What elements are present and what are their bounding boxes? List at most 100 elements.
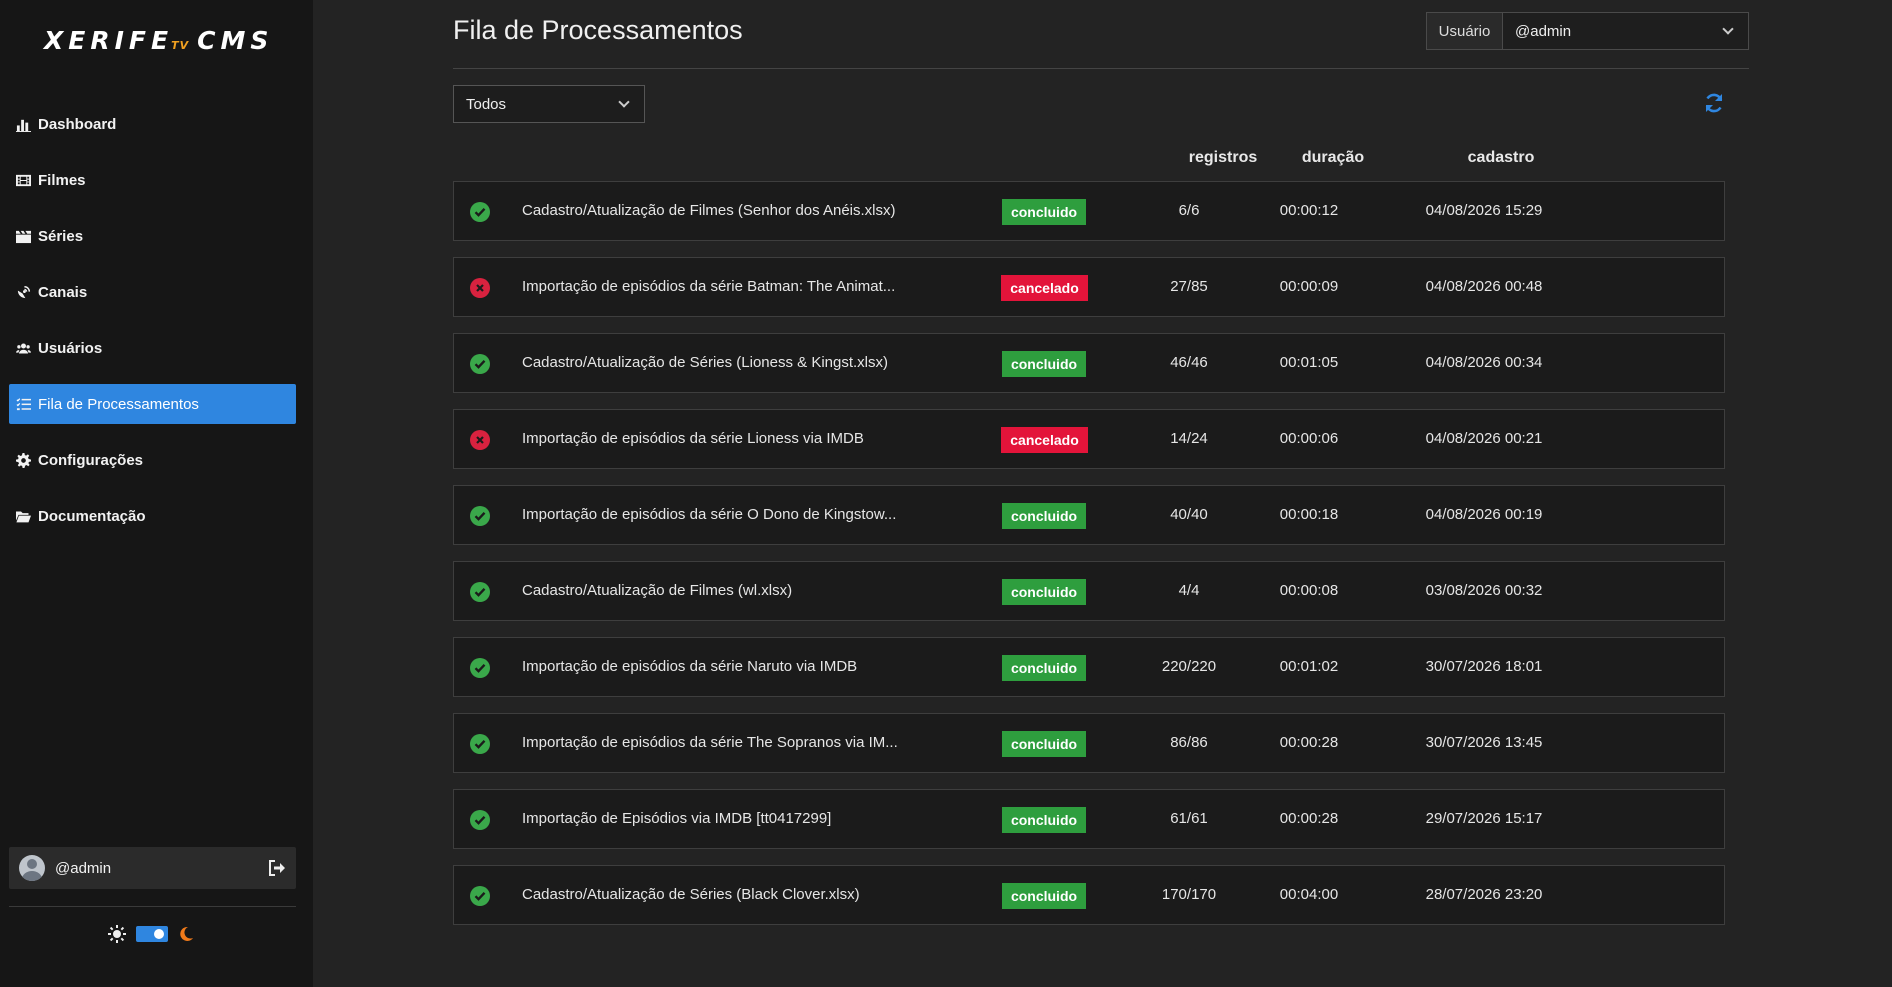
process-queue-list: Cadastro/Atualização de Filmes (Senhor d… (453, 181, 1725, 941)
check-circle-icon (470, 582, 490, 602)
created-at: 04/08/2026 00:19 (1425, 506, 1543, 523)
logo-cms: CMS (197, 26, 274, 55)
sidebar-item-label: Canais (38, 283, 88, 301)
records-count: 86/86 (1170, 734, 1208, 751)
sidebar: XERIFE TV CMS Dashboard Filmes Séries (0, 0, 313, 987)
check-circle-icon (470, 734, 490, 754)
sidebar-item-filmes[interactable]: Filmes (9, 160, 296, 200)
created-at: 04/08/2026 00:48 (1425, 278, 1543, 295)
process-description: Importação de episódios da série Lioness… (522, 430, 864, 447)
sidebar-item-dashboard[interactable]: Dashboard (9, 104, 296, 144)
table-row[interactable]: Cadastro/Atualização de Filmes (Senhor d… (453, 181, 1725, 241)
table-row[interactable]: Importação de episódios da série Lioness… (453, 409, 1725, 469)
status-badge: cancelado (1001, 427, 1088, 453)
sidebar-item-fila-de-processamentos[interactable]: Fila de Processamentos (9, 384, 296, 424)
check-circle-icon (470, 810, 490, 830)
records-count: 6/6 (1178, 202, 1200, 219)
duration: 00:01:02 (1279, 658, 1339, 675)
created-at: 04/08/2026 00:21 (1425, 430, 1543, 447)
user-filter-dropdown[interactable]: @admin (1503, 13, 1748, 49)
process-description: Importação de episódios da série Batman:… (522, 278, 896, 295)
chart-bar-icon (16, 117, 38, 132)
status-badge: concluido (1002, 655, 1086, 681)
table-row[interactable]: Cadastro/Atualização de Filmes (wl.xlsx)… (453, 561, 1725, 621)
table-row[interactable]: Cadastro/Atualização de Séries (Black Cl… (453, 865, 1725, 925)
duration: 00:00:18 (1279, 506, 1339, 523)
records-count: 61/61 (1170, 810, 1208, 827)
check-circle-icon (470, 354, 490, 374)
status-filter-select[interactable]: Todos (453, 85, 645, 123)
chevron-down-icon (618, 96, 630, 108)
sidebar-item-documentacao[interactable]: Documentação (9, 496, 296, 536)
duration: 00:00:28 (1279, 734, 1339, 751)
check-circle-icon (470, 658, 490, 678)
page-title: Fila de Processamentos (453, 15, 743, 45)
status-badge: concluido (1002, 731, 1086, 757)
gear-icon (16, 452, 38, 468)
folder-open-icon (16, 509, 38, 524)
theme-toggle[interactable] (136, 926, 168, 942)
clapperboard-icon (16, 229, 38, 244)
logo-main: XERIFE (44, 26, 174, 55)
records-count: 40/40 (1170, 506, 1208, 523)
process-description: Importação de episódios da série O Dono … (522, 506, 897, 523)
column-header-cadastro: cadastro (1467, 149, 1535, 166)
process-description: Cadastro/Atualização de Filmes (wl.xlsx) (522, 582, 793, 599)
table-row[interactable]: Cadastro/Atualização de Séries (Lioness … (453, 333, 1725, 393)
check-circle-icon (470, 202, 490, 222)
sidebar-item-series[interactable]: Séries (9, 216, 296, 256)
column-header-registros: registros (1188, 149, 1258, 166)
created-at: 28/07/2026 23:20 (1425, 886, 1543, 903)
created-at: 30/07/2026 13:45 (1425, 734, 1543, 751)
sidebar-item-label: Séries (38, 227, 84, 245)
satellite-dish-icon (16, 285, 38, 300)
avatar[interactable] (19, 855, 45, 881)
sidebar-item-label: Configurações (38, 451, 144, 469)
status-badge: concluido (1002, 199, 1086, 225)
duration: 00:04:00 (1279, 886, 1339, 903)
process-description: Importação de episódios da série Naruto … (522, 658, 858, 675)
table-row[interactable]: Importação de episódios da série O Dono … (453, 485, 1725, 545)
status-badge: concluido (1002, 807, 1086, 833)
records-count: 14/24 (1170, 430, 1208, 447)
header-divider (453, 68, 1749, 69)
created-at: 29/07/2026 15:17 (1425, 810, 1543, 827)
table-row[interactable]: Importação de Episódios via IMDB [tt0417… (453, 789, 1725, 849)
table-row[interactable]: Importação de episódios da série The Sop… (453, 713, 1725, 773)
refresh-icon[interactable] (1703, 92, 1725, 114)
app-logo[interactable]: XERIFE TV CMS (44, 26, 273, 56)
column-header-duracao: duração (1301, 149, 1365, 166)
logout-icon[interactable] (268, 859, 286, 877)
sidebar-divider (9, 906, 296, 907)
sidebar-item-usuarios[interactable]: Usuários (9, 328, 296, 368)
duration: 00:00:06 (1279, 430, 1339, 447)
moon-icon (180, 926, 193, 941)
users-icon (16, 341, 38, 356)
sidebar-item-label: Filmes (38, 171, 86, 189)
sidebar-user-box: @admin (9, 847, 296, 889)
tasks-icon (16, 397, 38, 412)
created-at: 04/08/2026 00:34 (1425, 354, 1543, 371)
check-circle-icon (470, 506, 490, 526)
duration: 00:01:05 (1279, 354, 1339, 371)
sidebar-item-label: Usuários (38, 339, 103, 357)
sidebar-nav: Dashboard Filmes Séries Canais Usuários (9, 104, 296, 552)
sidebar-item-label: Documentação (38, 507, 146, 525)
status-badge: concluido (1002, 883, 1086, 909)
process-description: Cadastro/Atualização de Séries (Black Cl… (522, 886, 860, 903)
process-description: Importação de episódios da série The Sop… (522, 734, 898, 751)
user-filter-label: Usuário (1427, 13, 1503, 49)
process-description: Importação de Episódios via IMDB [tt0417… (522, 810, 832, 827)
table-row[interactable]: Importação de episódios da série Naruto … (453, 637, 1725, 697)
sidebar-item-canais[interactable]: Canais (9, 272, 296, 312)
table-row[interactable]: Importação de episódios da série Batman:… (453, 257, 1725, 317)
film-icon (16, 173, 38, 188)
duration: 00:00:28 (1279, 810, 1339, 827)
sidebar-item-label: Dashboard (38, 115, 117, 133)
sidebar-user-name: @admin (55, 859, 112, 877)
records-count: 46/46 (1170, 354, 1208, 371)
records-count: 27/85 (1170, 278, 1208, 295)
records-count: 220/220 (1161, 658, 1217, 675)
times-circle-icon (470, 278, 490, 298)
sidebar-item-configuracoes[interactable]: Configurações (9, 440, 296, 480)
